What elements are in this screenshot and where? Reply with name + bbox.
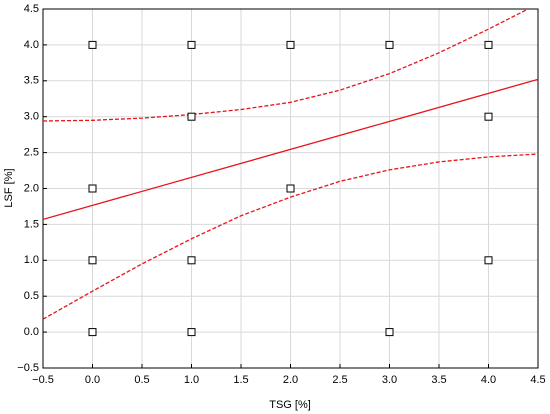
x-tick-label: 3.5 (431, 374, 446, 386)
point (484, 40, 493, 49)
lines-layer (43, 9, 538, 320)
point (88, 184, 97, 193)
point (187, 112, 196, 121)
point (187, 40, 196, 49)
y-tick-label: 0.0 (24, 326, 39, 338)
point (88, 328, 97, 337)
x-tick-label: 0.0 (85, 374, 100, 386)
x-tick-label: 4.5 (530, 374, 545, 386)
y-tick-label: 3.5 (24, 75, 39, 87)
point (88, 256, 97, 265)
point (187, 256, 196, 265)
x-axis-label: TSG [%] (269, 399, 311, 411)
point (484, 112, 493, 121)
y-tick-label: 4.0 (24, 39, 39, 51)
y-tick-label: 1.0 (24, 254, 39, 266)
point (187, 328, 196, 337)
x-tick-label: 1.5 (233, 374, 248, 386)
point (88, 40, 97, 49)
point (286, 40, 295, 49)
x-tick-label: −0.5 (32, 374, 54, 386)
y-tick-label: 3.0 (24, 111, 39, 123)
point (385, 40, 394, 49)
x-tick-label: 2.5 (332, 374, 347, 386)
x-tick-label: 3.0 (382, 374, 397, 386)
y-axis-label: LSF [%] (3, 168, 15, 207)
regression-line (43, 78, 538, 220)
x-tick-label: 1.0 (184, 374, 199, 386)
y-tick-label: 2.5 (24, 147, 39, 159)
x-tick-label: 4.0 (481, 374, 496, 386)
point (385, 328, 394, 337)
point (286, 184, 295, 193)
point (484, 256, 493, 265)
y-tick-label: 2.0 (24, 182, 39, 194)
y-tick-label: 4.5 (24, 3, 39, 15)
x-tick-label: 0.5 (134, 374, 149, 386)
y-tick-label: 0.5 (24, 290, 39, 302)
confidence-band (43, 9, 529, 122)
y-tick-label: 1.5 (24, 218, 39, 230)
y-tick-label: −0.5 (17, 362, 39, 374)
confidence-band (43, 153, 538, 320)
plot-frame (42, 8, 539, 369)
x-tick-label: 2.0 (283, 374, 298, 386)
